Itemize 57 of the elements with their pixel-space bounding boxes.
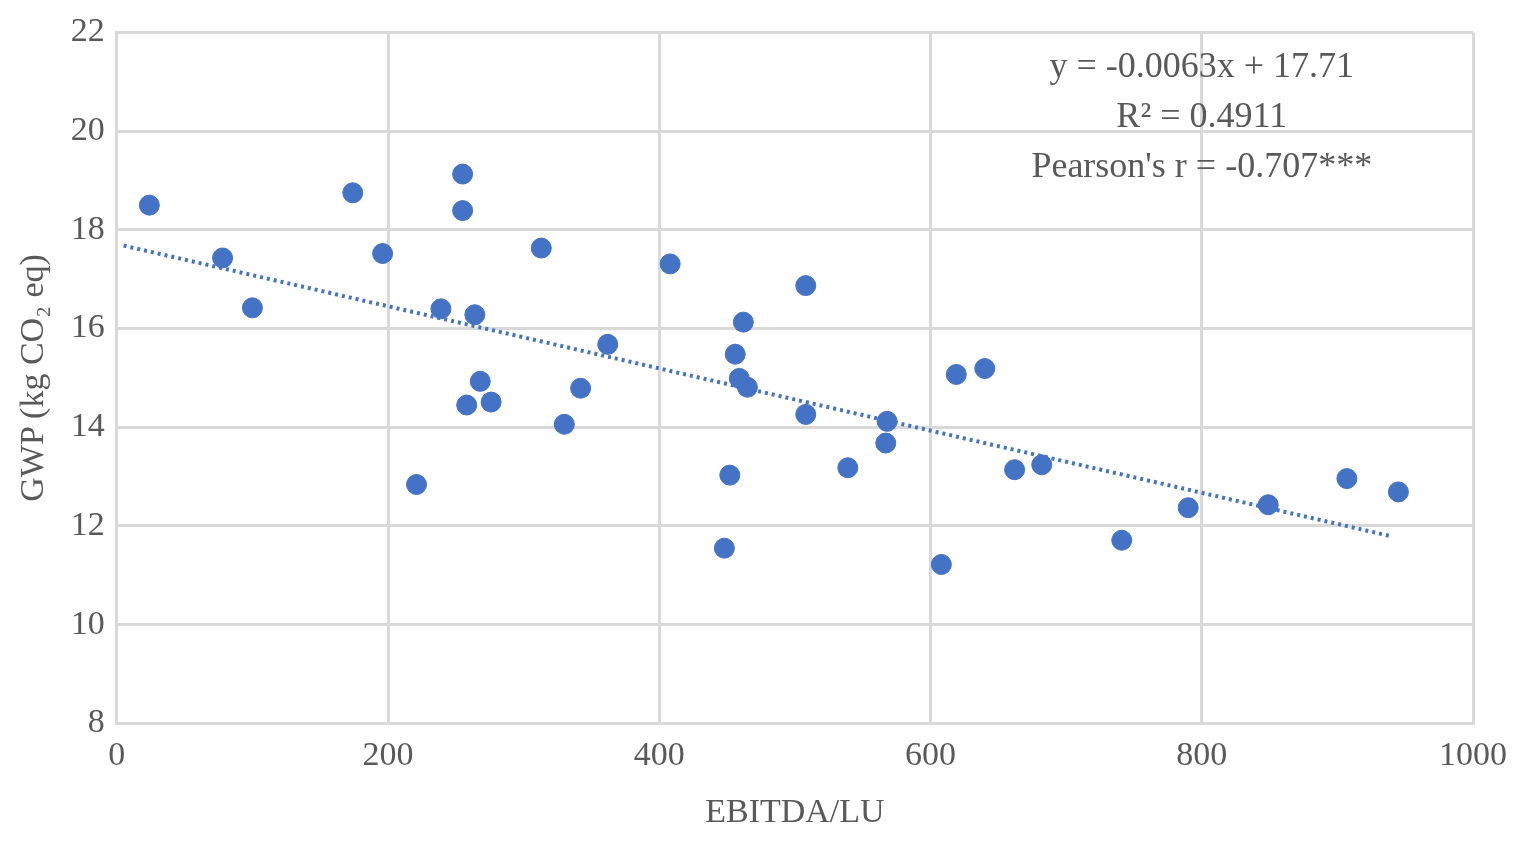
point xyxy=(736,376,758,398)
point xyxy=(212,247,234,269)
y-tick-label: 14 xyxy=(70,406,105,444)
point xyxy=(1336,468,1358,490)
point xyxy=(1111,529,1133,551)
point xyxy=(1387,481,1409,503)
x-tick-label: 0 xyxy=(108,734,126,772)
point xyxy=(719,464,741,486)
x-tick-label: 800 xyxy=(1176,734,1228,772)
y-tick-label: 18 xyxy=(70,208,105,246)
point xyxy=(945,363,967,385)
y-tick-label: 12 xyxy=(70,504,105,542)
y-tick-label: 16 xyxy=(70,307,105,345)
point xyxy=(570,377,592,399)
x-tick-label: 1000 xyxy=(1439,734,1507,772)
annotation: y = -0.0063x + 17.71 xyxy=(1049,44,1355,85)
x-tick-label: 400 xyxy=(633,734,685,772)
point xyxy=(452,163,474,185)
point xyxy=(1177,497,1199,519)
point xyxy=(553,413,575,435)
point xyxy=(469,370,491,392)
point xyxy=(875,432,897,454)
point xyxy=(795,403,817,425)
x-tick-label: 600 xyxy=(905,734,957,772)
y-tick-label: 22 xyxy=(70,11,105,49)
point xyxy=(1257,494,1279,516)
point xyxy=(241,297,263,319)
point xyxy=(659,253,681,275)
y-tick-label: 10 xyxy=(70,603,105,641)
y-axis-title: GWP (kg CO₂ eq) xyxy=(13,254,52,502)
point xyxy=(430,298,452,320)
point xyxy=(456,394,478,416)
x-tick-label: 200 xyxy=(362,734,414,772)
point xyxy=(795,275,817,297)
annotation: Pearson's r = -0.707*** xyxy=(1031,144,1373,185)
y-tick-label: 8 xyxy=(87,702,105,740)
point xyxy=(138,194,160,216)
point xyxy=(464,304,486,326)
point xyxy=(530,237,552,259)
point xyxy=(930,553,952,575)
point xyxy=(342,182,364,204)
point xyxy=(372,243,394,265)
point xyxy=(876,410,898,432)
x-axis-title: EBITDA/LU xyxy=(705,791,885,829)
y-tick-label: 20 xyxy=(70,110,105,148)
point xyxy=(597,333,619,355)
annotation: R² = 0.4911 xyxy=(1116,94,1288,135)
point xyxy=(837,457,859,479)
point xyxy=(713,537,735,559)
point xyxy=(452,200,474,222)
point xyxy=(974,358,996,380)
point xyxy=(1031,454,1053,476)
point xyxy=(1004,459,1026,481)
point xyxy=(480,391,502,413)
point xyxy=(732,311,754,333)
point xyxy=(724,343,746,365)
point xyxy=(406,474,428,496)
